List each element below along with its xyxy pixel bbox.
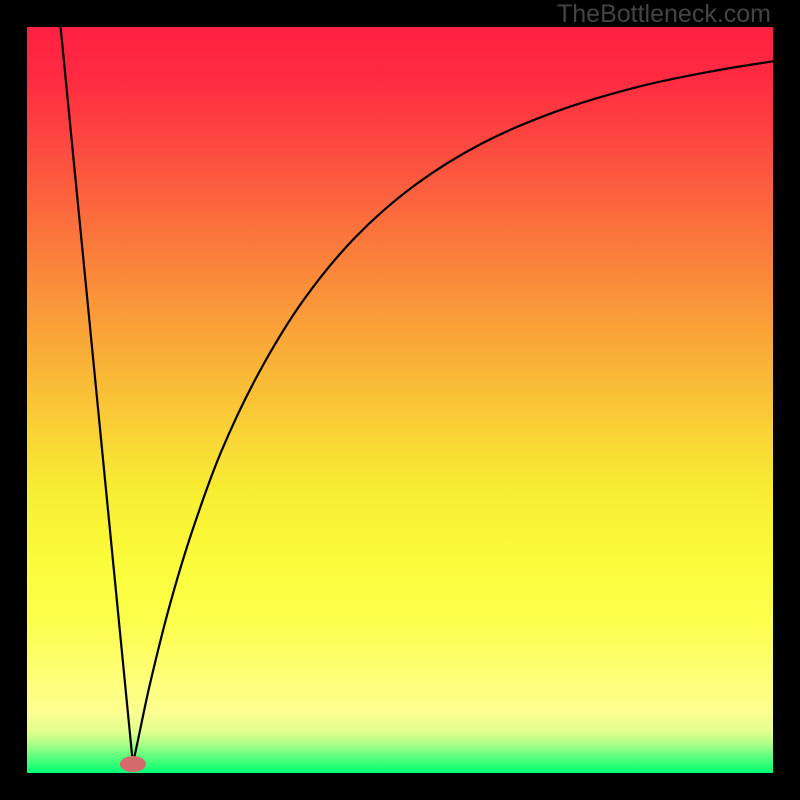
watermark-text: TheBottleneck.com (557, 0, 771, 29)
chart-frame: TheBottleneck.com (0, 0, 800, 800)
chart-area (27, 27, 773, 773)
chart-svg (27, 27, 773, 773)
